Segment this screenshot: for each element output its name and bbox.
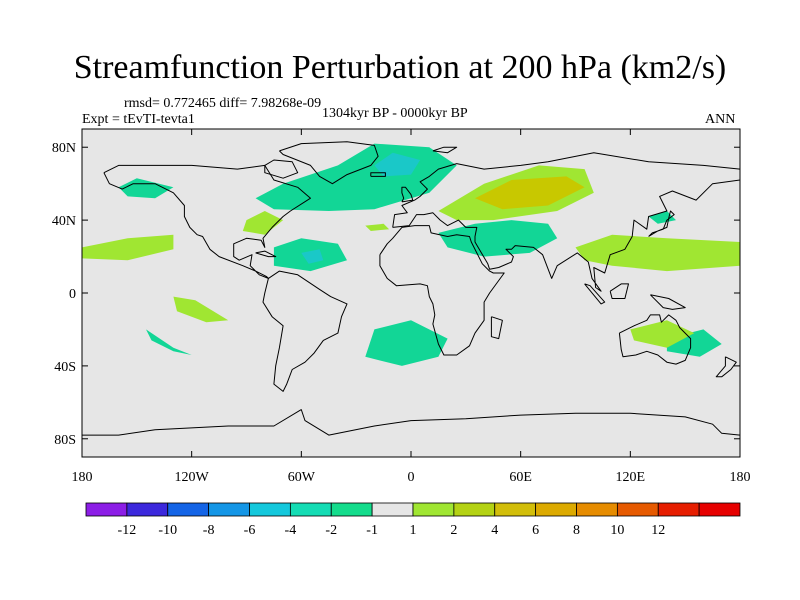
x-tick-label: 120W <box>175 470 210 485</box>
experiment-label: Expt = tEvTI-tevta1 <box>82 112 195 127</box>
y-tick-label: 40S <box>54 360 76 375</box>
anomaly-region-asia-pacific-high <box>575 234 740 272</box>
coastline-svalbard <box>432 146 458 154</box>
coastline-baffin-island <box>264 159 299 179</box>
anomaly-region-east-pacific-high <box>173 296 229 323</box>
anomaly-region-pacific-subtropical-high <box>82 234 174 261</box>
y-tick-label: 80S <box>54 433 76 448</box>
colorbar-label: 1 <box>410 523 417 538</box>
colorbar-swatch <box>494 502 537 517</box>
x-tick-label: 180 <box>730 470 751 485</box>
colorbar-label: -1 <box>366 523 378 538</box>
anomaly-region-australia-high <box>630 320 695 348</box>
coastline-great-britain <box>401 186 414 203</box>
coastline-cuba <box>255 250 277 258</box>
colorbar-swatch <box>330 502 373 517</box>
x-tick-label: 180 <box>72 470 93 485</box>
colorbar: -12 -10 -8 -6 -4 -2 -1 1 2 4 6 8 10 12 <box>85 502 741 538</box>
coastline-north-america <box>103 164 311 279</box>
season-label: ANN <box>705 112 736 127</box>
colorbar-label: 2 <box>450 523 457 538</box>
coastline-greenland <box>279 141 379 185</box>
period-label: 1304kyr BP - 0000kyr BP <box>322 106 468 121</box>
colorbar-swatch <box>698 502 741 517</box>
anomaly-region-caribbean-core-low <box>301 249 324 264</box>
colorbar-label: -4 <box>285 523 297 538</box>
colorbar-label: 8 <box>573 523 580 538</box>
colorbar-swatch <box>412 502 455 517</box>
anomaly-region-west-pacific-low <box>118 178 174 199</box>
colorbar-swatch <box>208 502 250 517</box>
coastline-south-america <box>262 270 348 392</box>
colorbar-label: -2 <box>325 523 337 538</box>
coastline-australia <box>618 314 692 365</box>
coastline-new-zealand <box>715 356 737 378</box>
anomaly-region-greenland-core-low <box>374 152 421 177</box>
colorbar-swatch <box>576 502 618 517</box>
coastline-antarctica <box>82 409 740 436</box>
coastline-sumatra <box>584 283 606 305</box>
anomaly-region-south-atlantic-low <box>365 320 448 366</box>
colorbar-swatch <box>289 502 332 517</box>
coastline-africa <box>379 225 505 356</box>
colorbar-swatch <box>167 502 210 517</box>
stats-label: rmsd= 0.772465 diff= 7.98268e-09 <box>124 96 322 111</box>
anomaly-region-eurasia-core-high <box>475 176 585 210</box>
colorbar-swatch <box>371 502 414 517</box>
colorbar-swatch <box>126 502 169 517</box>
colorbar-swatch <box>85 502 128 517</box>
colorbar-label: 10 <box>610 523 624 538</box>
x-tick-label: 120E <box>616 470 646 485</box>
colorbar-swatch <box>453 502 496 517</box>
y-tick-label: 0 <box>69 287 76 302</box>
coastline-japan <box>648 210 675 237</box>
anomaly-region-japan-low <box>648 211 676 224</box>
colorbar-swatch <box>657 502 700 517</box>
axis-ticks: 180 120W 60W 0 60E 120E 180 80N 40N 0 40S 80S <box>52 129 751 485</box>
coastline-iceland <box>370 172 386 177</box>
colorbar-label: 4 <box>491 523 498 538</box>
colorbar-label: -10 <box>158 523 177 538</box>
colorbar-label: 12 <box>651 523 665 538</box>
colorbar-swatch <box>616 502 659 517</box>
coastline-new-guinea <box>650 294 686 310</box>
anomaly-region-arabia-low <box>438 220 558 257</box>
colorbar-swatch <box>535 502 577 517</box>
y-tick-label: 40N <box>52 214 76 229</box>
anomaly-region-mediterranean-high <box>365 223 390 231</box>
colorbar-label: 6 <box>532 523 539 538</box>
colorbar-label: -12 <box>118 523 137 538</box>
colorbar-swatch <box>249 502 291 517</box>
coastline-layer <box>82 141 740 436</box>
coastline-madagascar <box>490 316 503 340</box>
coastline-eurasia <box>392 152 740 292</box>
x-tick-label: 60W <box>288 470 316 485</box>
colorbar-label: -8 <box>203 523 215 538</box>
plot-title: Streamfunction Perturbation at 200 hPa (… <box>73 49 727 86</box>
x-tick-label: 60E <box>509 470 532 485</box>
anomaly-region-north-america-high <box>242 211 284 235</box>
anomaly-region-south-pacific-low <box>146 329 192 355</box>
colorbar-label: -6 <box>244 523 256 538</box>
x-tick-label: 0 <box>408 470 415 485</box>
y-tick-label: 80N <box>52 141 76 156</box>
coastline-borneo <box>609 283 629 299</box>
